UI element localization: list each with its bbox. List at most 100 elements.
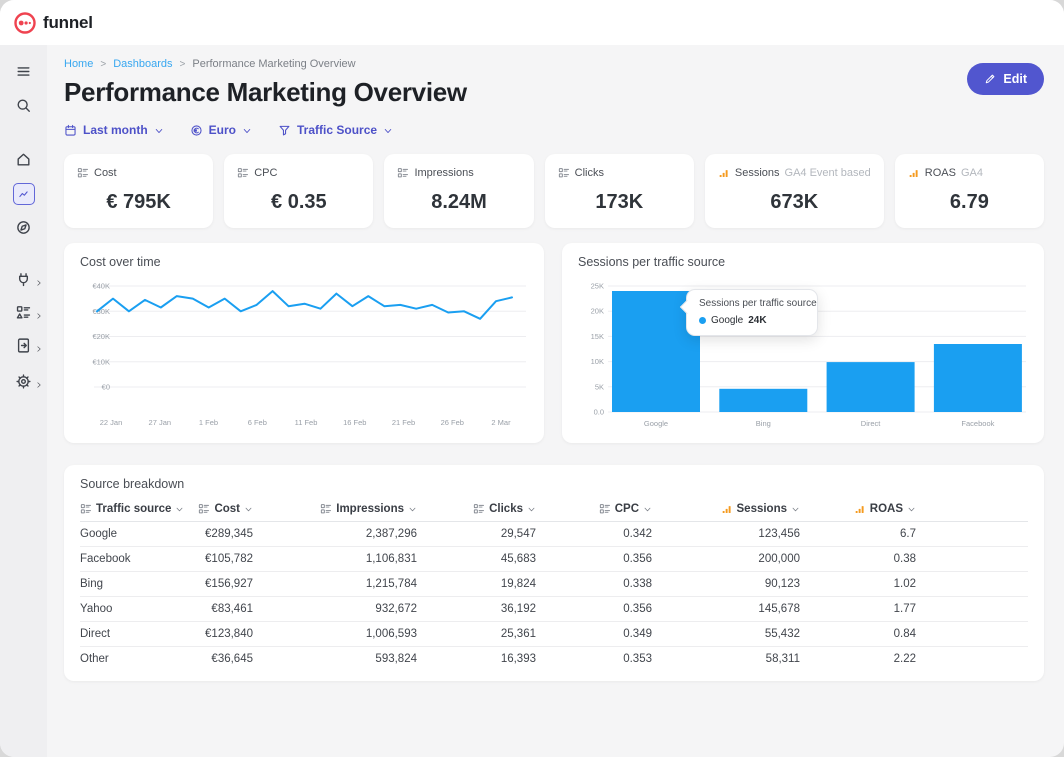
sidebar-item-home[interactable] (4, 147, 44, 171)
column-label: Clicks (489, 503, 523, 515)
sidebar-item-connectors[interactable] (4, 267, 44, 291)
column-header-clicks[interactable]: Clicks (417, 497, 536, 522)
cell-clicks: 19,824 (417, 571, 536, 597)
chevron-down-icon (154, 125, 164, 135)
edit-button[interactable]: Edit (967, 63, 1044, 95)
bar-chart-icon (718, 167, 730, 179)
sidebar-item-settings[interactable] (4, 369, 44, 393)
svg-text:Facebook: Facebook (961, 419, 994, 428)
funnel-logo-icon (13, 11, 37, 35)
cell-roas: 6.7 (900, 528, 916, 540)
sidebar-item-search[interactable] (4, 93, 44, 117)
funnel-logo[interactable]: funnel (13, 11, 93, 35)
chevron-right-icon (35, 275, 43, 286)
metric-icon (397, 167, 409, 179)
coin-icon (190, 124, 203, 137)
cell-cpc: 0.338 (536, 571, 652, 597)
kpi-value: € 795K (106, 191, 171, 213)
sort-chevron-icon (907, 505, 916, 514)
breadcrumb-item-dashboards[interactable]: Dashboards (113, 58, 173, 70)
svg-text:5K: 5K (595, 382, 604, 391)
sidebar-item-menu[interactable] (4, 59, 44, 83)
kpi-sublabel: GA4 Event based (784, 167, 871, 179)
chevron-right-icon (35, 341, 43, 352)
metric-icon (237, 167, 249, 179)
sessions-per-source-chart[interactable]: 25K 20K 15K 10K 5K 0.0 Google Bing Direct Faceboo… (578, 275, 1028, 446)
cell-impressions: 1,106,831 (253, 546, 417, 572)
column-header-impressions[interactable]: Impressions (253, 497, 417, 522)
cell-cost: €123,840 (190, 621, 253, 647)
svg-text:€40K: €40K (92, 282, 110, 291)
kpi-row: Cost € 795K CPC € 0.35 Impressions 8.24M Click… (64, 154, 1044, 228)
kpi-sublabel: GA4 (960, 167, 983, 179)
metric-icon (320, 503, 332, 515)
svg-text:Google: Google (644, 419, 668, 428)
sidebar-item-dashboards[interactable] (4, 182, 44, 206)
menu-icon (15, 63, 32, 80)
chart-title-cost-over-time: Cost over time (80, 255, 161, 269)
cell-impressions: 1,006,593 (253, 621, 417, 647)
breadcrumb-item-home[interactable]: Home (64, 58, 94, 70)
column-header-traffic-source[interactable]: Traffic source (80, 497, 190, 522)
cell-impressions: 2,387,296 (365, 528, 417, 540)
cell-impressions: 593,824 (253, 646, 417, 671)
svg-text:11 Feb: 11 Feb (295, 418, 318, 427)
svg-text:25K: 25K (591, 282, 604, 291)
metric-icon (198, 503, 210, 515)
cell-sessions: 123,456 (758, 528, 800, 540)
breadcrumb-separator: > (179, 58, 186, 70)
breadcrumb-item-performance-marketing-overview: Performance Marketing Overview (192, 58, 356, 70)
metric-icon (599, 503, 611, 515)
sort-chevron-icon (244, 505, 253, 514)
kpi-card-cost: Cost € 795K (64, 154, 214, 228)
svg-text:15K: 15K (591, 332, 604, 341)
filter-traffic-source[interactable]: Traffic Source (278, 123, 393, 137)
column-label: Impressions (336, 503, 404, 515)
svg-text:€0: €0 (102, 383, 110, 392)
cell-roas: 1.02 (800, 571, 916, 597)
filter-date-range[interactable]: Last month (64, 123, 164, 137)
column-header-cpc[interactable]: CPC (536, 497, 652, 522)
cell-cpc: 0.342 (623, 528, 652, 540)
cell-roas: 2.22 (800, 646, 916, 671)
cell-cost: €289,345 (205, 528, 253, 540)
svg-text:10K: 10K (591, 357, 604, 366)
cell-sessions: 145,678 (652, 596, 800, 622)
table-row-direct: Direct €123,840 1,006,593 25,361 0.349 55,432… (80, 621, 1028, 647)
column-header-cost[interactable]: Cost (190, 497, 253, 522)
chevron-down-icon (242, 125, 252, 135)
svg-text:16 Feb: 16 Feb (343, 418, 366, 427)
cell-traffic-source: Bing (80, 571, 190, 597)
top-bar: funnel (0, 0, 1064, 45)
cell-clicks: 25,361 (417, 621, 536, 647)
sidebar-item-export[interactable] (4, 333, 44, 357)
metric-icon (80, 503, 92, 515)
kpi-card-roas: ROAS GA4 6.79 (894, 154, 1044, 228)
column-header-sessions[interactable]: Sessions (652, 497, 800, 522)
chart-tooltip: Sessions per traffic source Google 24K (686, 289, 818, 336)
cost-over-time-chart[interactable]: €40K €30K €20K €10K €0 22 Jan 27 Jan 1 Feb 6 Feb… (80, 275, 528, 446)
cell-sessions: 58,311 (652, 646, 800, 671)
filter-currency[interactable]: Euro (190, 123, 252, 137)
column-header-roas[interactable]: ROAS (800, 497, 916, 522)
tooltip-series-label: Google (711, 315, 744, 326)
chevron-right-icon (35, 377, 43, 388)
cell-sessions: 55,432 (652, 621, 800, 647)
metric-icon (77, 167, 89, 179)
kpi-value: 8.24M (431, 191, 487, 213)
filter-label: Traffic Source (297, 123, 378, 137)
dashboards-icon (17, 188, 30, 201)
kpi-value: 173K (595, 191, 644, 213)
cell-clicks: 29,547 (500, 528, 536, 540)
table-row-bing: Bing €156,927 1,215,784 19,824 0.338 90,123 1.… (80, 571, 1028, 597)
svg-text:€10K: €10K (92, 357, 110, 366)
tooltip-title: Sessions per traffic source (699, 298, 817, 309)
sidebar (0, 45, 47, 757)
sidebar-item-data[interactable] (4, 300, 44, 324)
kpi-card-clicks: Clicks 173K (544, 154, 694, 228)
cell-traffic-source: Yahoo (80, 596, 190, 622)
cell-cost: €36,645 (190, 646, 253, 671)
main-content: Home > Dashboards > Performance Marketing Ov… (47, 45, 1064, 757)
kpi-value: 6.79 (949, 191, 989, 213)
sidebar-item-explore[interactable] (4, 215, 44, 239)
